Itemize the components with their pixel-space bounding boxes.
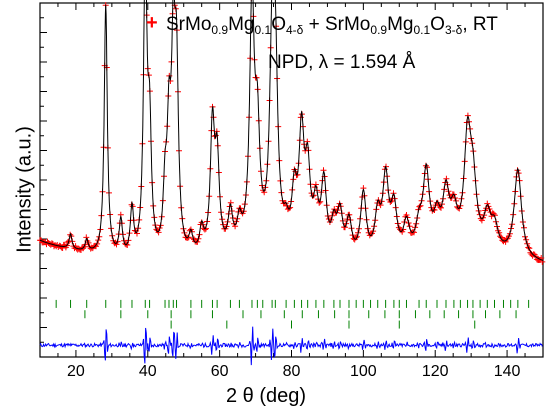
observed-point (286, 205, 292, 212)
y-axis-ticks (40, 2, 47, 358)
x-axis-tick-labels: 20 40 60 80 100 120 140 (67, 363, 520, 380)
x-tick-label: 120 (422, 363, 449, 380)
bragg-reflection-markers (55, 299, 530, 329)
x-tick-label: 20 (67, 363, 85, 380)
x-tick-label: 80 (283, 363, 301, 380)
y-axis-label: Intensity (a.u.) (13, 126, 36, 253)
observed-point (490, 210, 497, 217)
x-tick-label: 100 (350, 363, 377, 380)
observed-data-points (37, 0, 546, 265)
x-tick-label: 140 (494, 363, 521, 380)
observed-point (502, 238, 509, 245)
sample-composition-annotation: SrMo0.9Mg0.1O4-δ + SrMo0.9Mg0.1O3-δ, RT (166, 14, 498, 37)
x-tick-label: 60 (211, 363, 229, 380)
difference-curve (39, 326, 543, 366)
observed-point (377, 202, 384, 209)
calculated-profile-line (39, 0, 544, 261)
observed-point (484, 200, 491, 207)
observed-point (155, 229, 162, 236)
observed-legend-marker: + (146, 12, 158, 34)
x-tick-label: 40 (139, 363, 157, 380)
measurement-annotation: NPD, λ = 1.594 Å (268, 52, 416, 73)
x-axis-label: 2 θ (deg) (226, 385, 307, 407)
x-axis-ticks (39, 3, 544, 357)
observed-point (201, 226, 208, 233)
